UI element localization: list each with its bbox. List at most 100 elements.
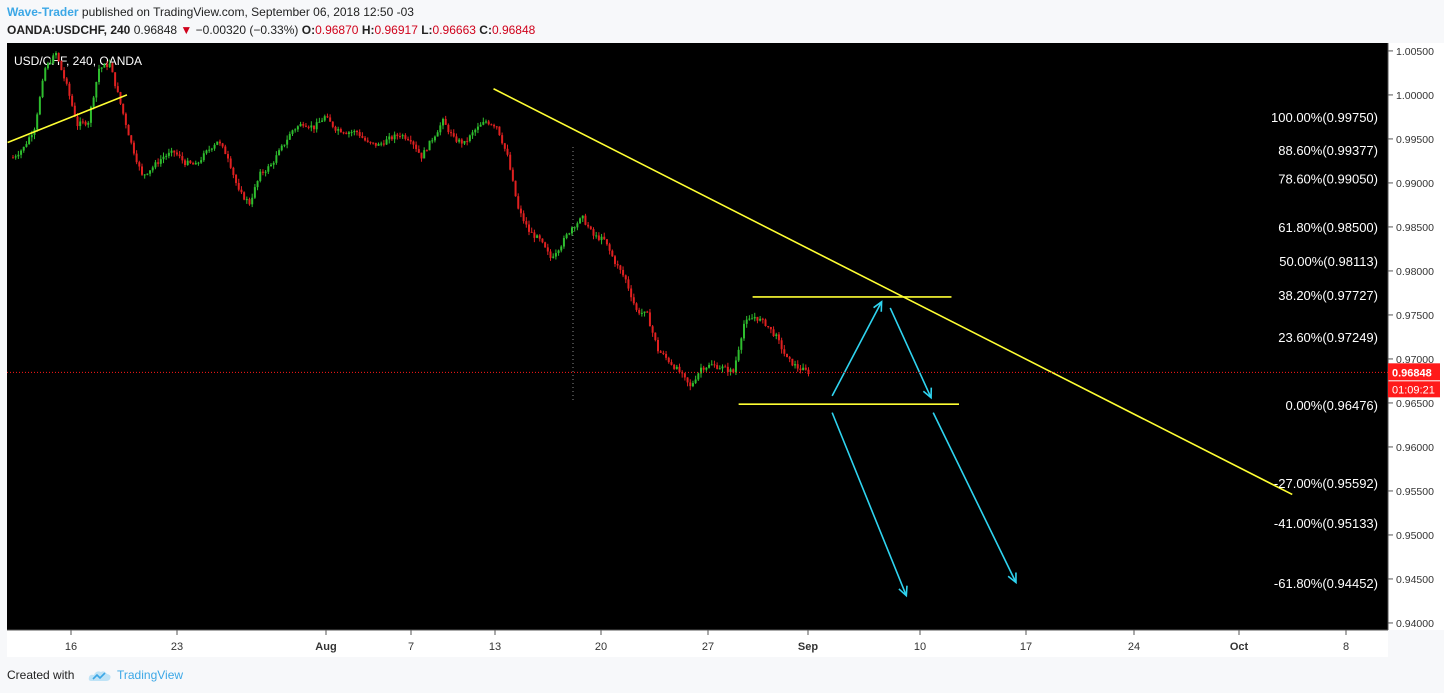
candle-body xyxy=(103,64,106,68)
time-axis[interactable] xyxy=(7,630,1388,657)
candle-body xyxy=(326,116,329,118)
y-tick-label: 0.95000 xyxy=(1396,530,1434,542)
candle-body xyxy=(240,189,243,193)
open-label: O: xyxy=(301,23,316,37)
candle-body xyxy=(175,152,178,155)
candle-body xyxy=(218,141,221,144)
candle-body xyxy=(764,319,767,327)
candle-body xyxy=(423,150,426,159)
candle-body xyxy=(374,142,377,146)
candle-body xyxy=(659,351,662,353)
candle-body xyxy=(605,239,608,245)
candle-body xyxy=(14,156,17,158)
candle-body xyxy=(393,134,396,140)
candle-body xyxy=(243,192,246,200)
candle-body xyxy=(63,70,66,79)
candle-body xyxy=(678,366,681,373)
candle-body xyxy=(713,364,716,366)
candle-body xyxy=(270,164,272,167)
fib-level-label: 23.60%(0.97249) xyxy=(1278,330,1378,345)
trend-line xyxy=(493,88,1293,496)
y-tick-label: 0.96000 xyxy=(1396,442,1434,454)
fib-level-label: -61.80%(0.94452) xyxy=(1274,576,1378,591)
countdown-tag xyxy=(1388,381,1440,398)
candle-body xyxy=(495,126,498,128)
candle-body xyxy=(417,149,420,153)
candle-body xyxy=(189,160,192,164)
candle-body xyxy=(412,141,415,145)
candle-body xyxy=(794,364,797,366)
candle-body xyxy=(493,124,496,127)
candle-body xyxy=(657,339,659,352)
arrow-head xyxy=(898,585,908,598)
candle-body xyxy=(84,121,87,125)
candle-body xyxy=(447,124,450,133)
candle-body xyxy=(519,208,522,214)
candle-body xyxy=(372,142,375,144)
tradingview-link[interactable]: TradingView xyxy=(117,668,184,682)
candle-body xyxy=(267,166,270,172)
candle-body xyxy=(130,135,133,143)
candle-body xyxy=(138,162,141,167)
candle-body xyxy=(307,126,310,128)
candle-body xyxy=(194,162,197,165)
chart-title: USD/CHF, 240, OANDA xyxy=(14,54,142,68)
candle-body xyxy=(151,167,154,171)
candle-body xyxy=(95,82,98,98)
candle-body xyxy=(485,121,487,123)
candle-body xyxy=(127,124,130,136)
candle-body xyxy=(111,63,114,73)
close-label: C: xyxy=(479,23,492,37)
author-link[interactable]: Wave-Trader xyxy=(7,5,79,19)
candle-body xyxy=(366,140,369,142)
candle-body xyxy=(474,129,477,133)
candle-body xyxy=(772,329,775,337)
candle-body xyxy=(568,233,571,235)
candle-body xyxy=(71,95,74,106)
candle-body xyxy=(498,126,501,136)
candle-body xyxy=(724,366,727,368)
candle-body xyxy=(278,150,281,156)
y-tick-label: 0.99000 xyxy=(1396,178,1434,190)
candle-body xyxy=(323,116,326,121)
candle-body xyxy=(753,316,756,319)
low-value: 0.96663 xyxy=(432,23,476,37)
price-axis[interactable] xyxy=(1388,43,1444,630)
candle-body xyxy=(600,236,603,241)
candle-body xyxy=(170,150,173,153)
candle-body xyxy=(565,234,568,239)
candle-body xyxy=(299,123,302,127)
candle-body xyxy=(143,174,146,176)
projection-arrow xyxy=(932,412,1017,583)
candle-body xyxy=(347,132,350,134)
candle-body xyxy=(769,326,772,330)
y-tick-label: 0.99500 xyxy=(1396,134,1434,146)
x-tick-label: 27 xyxy=(702,641,714,653)
candle-body xyxy=(562,238,565,247)
price-change: −0.00320 (−0.33%) xyxy=(195,23,299,37)
candle-body xyxy=(202,153,205,161)
candle-body xyxy=(479,124,482,127)
candle-body xyxy=(552,256,555,258)
candle-body xyxy=(404,135,407,139)
candle-body xyxy=(788,357,791,359)
candle-body xyxy=(337,129,340,131)
candle-body xyxy=(775,334,778,337)
candle-body xyxy=(544,242,547,248)
candle-body xyxy=(92,97,95,107)
published-text: published on TradingView.com, September … xyxy=(78,5,414,19)
x-tick-label: Oct xyxy=(1230,641,1249,653)
candle-body xyxy=(541,238,544,243)
projection-arrow xyxy=(831,412,908,596)
candle-body xyxy=(334,126,337,131)
candle-body xyxy=(385,139,388,145)
candle-body xyxy=(291,130,294,134)
candle-body xyxy=(662,352,665,355)
candle-body xyxy=(237,182,240,190)
candle-body xyxy=(796,364,799,369)
candle-body xyxy=(694,379,697,384)
plot-background xyxy=(7,43,1388,630)
candle-body xyxy=(146,173,149,175)
candle-body xyxy=(458,139,461,142)
